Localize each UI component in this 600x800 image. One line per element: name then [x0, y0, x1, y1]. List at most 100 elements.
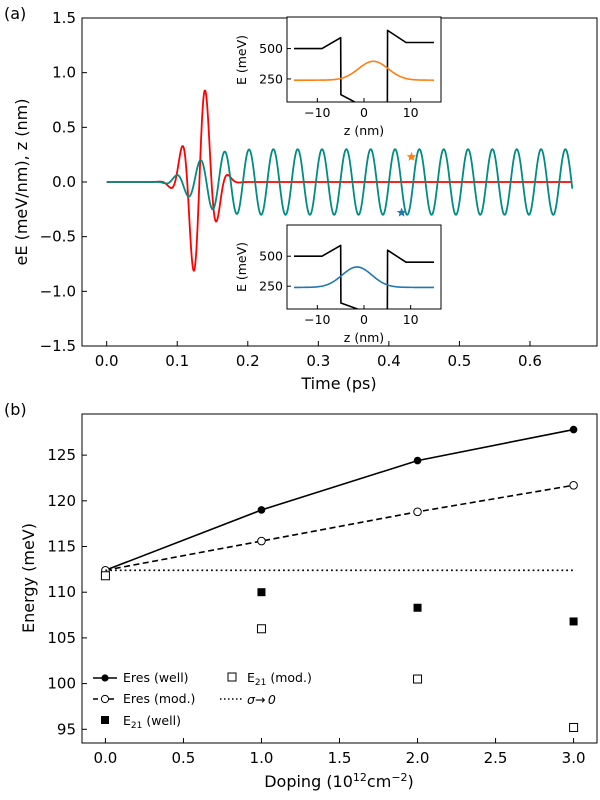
inset-x-tick-label: 10	[403, 312, 419, 327]
panel-a-x-ticks: 0.0 0.1 0.2 0.3 0.4 0.5 0.6	[95, 341, 542, 370]
panel-b-legend: Eres (well) Eres (mod.) E21 (well) E21 (…	[93, 670, 312, 731]
legend-e21-mod-sub: 21	[255, 678, 266, 688]
inset-x-tick-label: −10	[304, 105, 330, 120]
y-tick-label: −1.0	[40, 282, 76, 300]
legend-entry-sigma: σ→ 0	[220, 692, 276, 707]
upper-inset-frame	[286, 16, 442, 103]
panel-b-y-ticks: 95 100 105 110 115 120 125	[47, 446, 87, 738]
x-tick-label: 0.6	[518, 352, 542, 370]
lower-inset: −10 0 10 250 500 z (nm) E (meV)	[234, 224, 442, 345]
panel-a-label: (a)	[4, 4, 26, 23]
orange-star-marker	[406, 151, 417, 161]
x-tick-label: 0.0	[95, 352, 119, 370]
legend-label-e21-mod: E21 (mod.)	[247, 670, 312, 688]
x-title-sup2: −2	[391, 771, 407, 784]
upper-inset-ticks: −10 0 10 250 500	[259, 41, 419, 120]
upper-inset-series	[294, 29, 434, 102]
x-tick-label: 0.1	[165, 352, 189, 370]
legend-entry-e21-well: E21 (well)	[101, 713, 181, 731]
series-eres-well-	[101, 425, 578, 575]
y-tick-label: −1.5	[40, 337, 76, 355]
inset-state-curve	[294, 266, 434, 289]
data-point	[100, 571, 110, 581]
inset-state-curve	[294, 60, 434, 81]
inset-y-tick-label: 250	[259, 71, 283, 86]
x-title-start: Doping (10	[264, 772, 353, 791]
panel-b-y-axis-title: Energy (meV)	[19, 523, 38, 633]
inset-y-tick-label: 500	[259, 41, 283, 56]
x-tick-label: 0.2	[236, 352, 260, 370]
lower-inset-y-axis-title: E (meV)	[234, 242, 249, 292]
x-tick-label: 2.5	[484, 749, 508, 767]
panel-a-y-axis-title: eE (meV/nm), z (nm)	[12, 99, 31, 266]
data-point	[413, 507, 422, 517]
x-tick-label: 0.4	[377, 352, 401, 370]
legend-entry-eres-mod: Eres (mod.)	[93, 691, 195, 706]
legend-marker-eres-well	[101, 674, 109, 682]
data-point	[256, 624, 266, 634]
panel-a: (a) 0.0 0.1 0.2 0.3 0.4 0.5 0.6 −1.5 −1.0 −0.5 0.…	[4, 4, 598, 393]
x-tick-label: 3.0	[562, 749, 586, 767]
y-tick-label: 125	[47, 446, 76, 464]
x-tick-label: 1.5	[328, 749, 352, 767]
legend-label-e21-well: E21 (well)	[123, 713, 181, 731]
panel-a-x-axis-title: Time (ps)	[300, 374, 376, 393]
panel-b-series	[100, 425, 579, 732]
legend-marker-e21-mod	[227, 672, 237, 682]
x-tick-label: 0.3	[306, 352, 330, 370]
inset-x-tick-label: 0	[360, 312, 368, 327]
y-tick-label: 95	[57, 720, 76, 738]
panel-b-frame	[81, 413, 598, 744]
y-tick-label: 0.0	[52, 173, 76, 191]
legend-marker-e21-well	[101, 716, 109, 724]
y-tick-label: 105	[47, 629, 76, 647]
inset-x-tick-label: 0	[360, 105, 368, 120]
x-title-sup1: 12	[353, 771, 367, 784]
data-point	[257, 536, 266, 546]
data-point	[413, 456, 422, 465]
data-point	[569, 425, 578, 434]
panel-a-markers	[396, 151, 417, 217]
series-dipole-oscillation	[106, 148, 574, 216]
legend-label-sigma: σ→ 0	[247, 692, 276, 707]
series-e21-mod-	[100, 571, 579, 732]
y-tick-label: 120	[47, 492, 76, 510]
legend-entry-eres-well: Eres (well)	[93, 670, 189, 685]
data-point	[413, 603, 422, 612]
lower-inset-series	[294, 244, 434, 309]
data-point	[257, 506, 266, 514]
legend-e21-well-sub: 21	[131, 721, 142, 731]
y-tick-label: 115	[47, 538, 76, 556]
data-point	[413, 674, 423, 684]
panel-b-label: (b)	[4, 400, 27, 419]
series-line	[105, 428, 574, 572]
lower-inset-background	[287, 225, 441, 309]
upper-inset-background	[287, 17, 441, 102]
data-point	[569, 722, 579, 732]
x-title-mid: cm	[367, 772, 391, 791]
upper-inset-y-axis-title: E (meV)	[234, 35, 249, 85]
series-line	[105, 484, 574, 572]
panel-b-plot-area: 0.0 0.5 1.0 1.5 2.0 2.5 3.0 95 100 105 110 115 120 1…	[47, 413, 598, 767]
panel-a-series	[106, 89, 574, 272]
panel-a-y-ticks: −1.5 −1.0 −0.5 0.0 0.5 1.0 1.5	[40, 9, 87, 355]
panel-b-x-ticks: 0.0 0.5 1.0 1.5 2.0 2.5 3.0	[93, 738, 586, 767]
x-tick-label: 0.5	[172, 749, 196, 767]
x-tick-label: 0.0	[93, 749, 117, 767]
blue-star-marker	[396, 207, 407, 217]
legend-e21-mod-tail: (mod.)	[266, 670, 311, 685]
lower-inset-ticks: −10 0 10 250 500	[259, 249, 419, 327]
inset-potential-profile	[294, 29, 434, 102]
inset-x-tick-label: 10	[403, 105, 419, 120]
y-tick-label: 0.5	[52, 118, 76, 136]
series-eres-mod-	[101, 480, 578, 575]
series-e21-well-	[101, 571, 578, 626]
legend-e21-well-tail: (well)	[142, 713, 181, 728]
x-tick-label: 0.5	[448, 352, 472, 370]
inset-potential-profile	[294, 244, 434, 309]
x-tick-label: 1.0	[250, 749, 274, 767]
y-tick-label: 100	[47, 675, 76, 693]
x-tick-label: 2.0	[406, 749, 430, 767]
legend-e21-well-e: E	[123, 713, 131, 728]
